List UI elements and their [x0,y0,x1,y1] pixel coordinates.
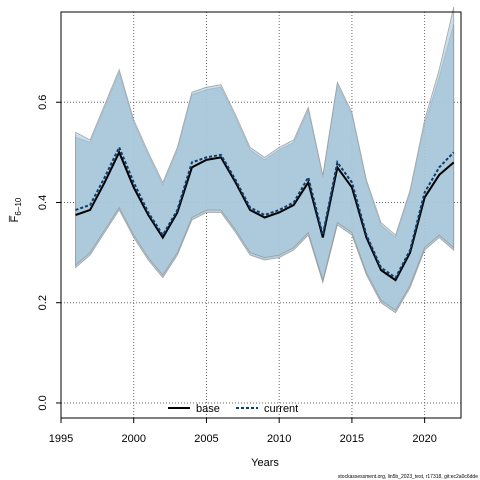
y-axis-label-main: F̅ [9,215,21,223]
plot-frame [60,11,462,419]
y-axis-label: F̅6−10 [9,197,23,223]
legend-base-label: base [196,403,220,415]
y-tick-label: 0.2 [37,295,49,310]
x-tick-label: 2010 [267,433,291,445]
y-axis-ticks: 0.0 0.2 0.4 0.6 [37,95,61,411]
legend: base current [168,403,298,415]
series-line-base [75,149,455,282]
x-tick-label: 1995 [49,433,73,445]
confidence-bands [75,6,455,314]
band-current [75,6,455,311]
x-axis-ticks: 1995 2000 2005 2010 2015 2020 [49,418,437,445]
x-tick-label: 2020 [412,433,436,445]
y-axis-label-sub: 6−10 [14,197,23,216]
legend-current-label: current [264,403,298,415]
y-tick-label: 0.4 [37,195,49,210]
x-tick-label: 2005 [194,433,218,445]
x-axis-label: Years [251,457,279,469]
series-lines [75,144,455,282]
footer-note: stockassessment.org, lin5b_2023_test, r1… [338,474,478,480]
y-tick-label: 0.0 [37,395,49,410]
y-tick-label: 0.6 [37,95,49,110]
x-tick-label: 2015 [340,433,364,445]
x-tick-label: 2000 [121,433,145,445]
